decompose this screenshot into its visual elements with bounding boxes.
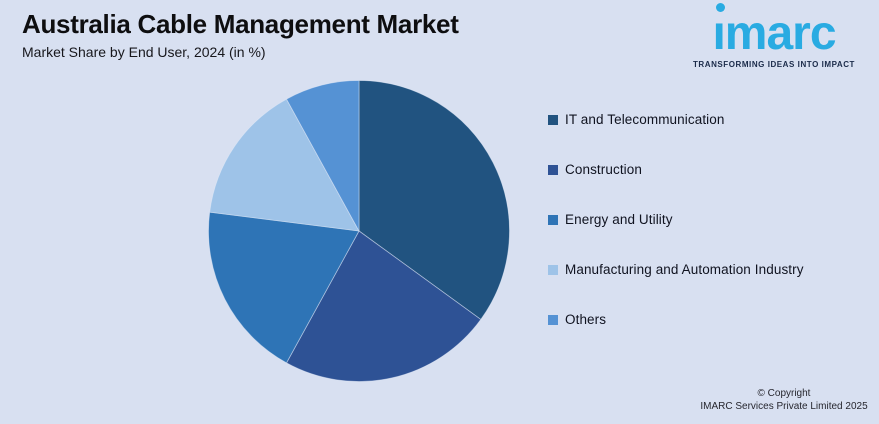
legend-swatch — [548, 314, 558, 325]
pie-slice-2 — [208, 211, 360, 364]
pie-chart-svg — [208, 80, 510, 382]
pie-slice-1 — [285, 230, 482, 382]
legend-item: Others — [548, 312, 804, 327]
legend-label: Manufacturing and Automation Industry — [565, 262, 804, 277]
legend: IT and Telecommunication Construction En… — [548, 112, 804, 327]
copyright-line1: © Copyright — [757, 387, 811, 399]
imarc-i-dot-icon — [716, 3, 726, 12]
legend-label: Construction — [565, 162, 642, 177]
legend-item: Manufacturing and Automation Industry — [548, 262, 804, 277]
pie-chart — [206, 78, 512, 384]
imarc-tagline: TRANSFORMING IDEAS INTO IMPACT — [693, 60, 855, 69]
page-title: Australia Cable Management Market — [22, 9, 459, 39]
imarc-logo: ımarc TRANSFORMING IDEAS INTO IMPACT — [685, 3, 863, 69]
page-subtitle: Market Share by End User, 2024 (in %) — [22, 43, 266, 60]
legend-swatch — [548, 214, 558, 225]
legend-item: Energy and Utility — [548, 212, 804, 227]
copyright: © Copyright IMARC Services Private Limit… — [699, 387, 869, 413]
legend-item: IT and Telecommunication — [548, 112, 804, 127]
legend-item: Construction — [548, 162, 804, 177]
legend-label: IT and Telecommunication — [565, 112, 725, 127]
imarc-brand-word: ımarc — [712, 7, 836, 60]
pie-slice-4 — [285, 80, 360, 232]
pie-slice-3 — [209, 98, 360, 232]
legend-label: Others — [565, 312, 607, 327]
legend-swatch — [548, 264, 558, 275]
copyright-line2: IMARC Services Private Limited 2025 — [700, 400, 868, 412]
imarc-brand-text: ımarc — [712, 3, 837, 60]
legend-swatch — [548, 114, 558, 125]
header: Australia Cable Management Market Market… — [22, 9, 459, 60]
legend-label: Energy and Utility — [565, 212, 673, 227]
pie-slice-0 — [358, 80, 510, 321]
legend-swatch — [548, 164, 558, 175]
